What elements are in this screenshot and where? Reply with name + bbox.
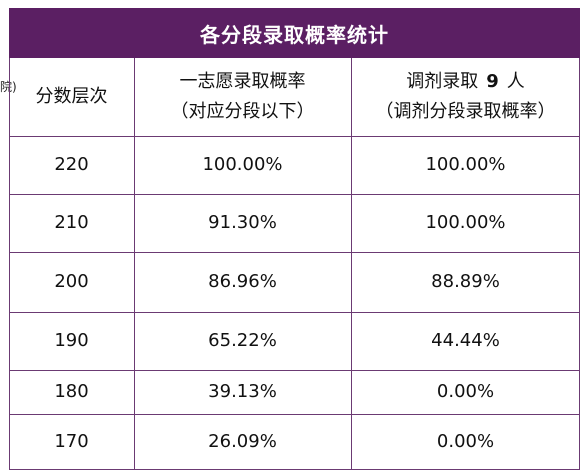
score-cell: 220	[54, 154, 89, 175]
grid-line-left	[9, 58, 10, 470]
adjustment-cell: 0.00%	[436, 381, 495, 402]
header-adjustment-prefix: 调剂录取	[406, 71, 479, 92]
adjusted-count: 9	[486, 71, 499, 92]
header-adjustment: 调剂录取 9 人 （调剂分段录取概率）	[351, 58, 580, 136]
table-row: 190 65.22% 44.44%	[9, 312, 580, 370]
score-cell: 200	[54, 271, 89, 292]
header-adjustment-suffix: 人	[506, 71, 525, 92]
table-row: 170 26.09% 0.00%	[9, 414, 580, 470]
cropped-side-text: 院)	[0, 78, 17, 95]
table-row: 180 39.13% 0.00%	[9, 370, 580, 414]
header-first-choice: 一志愿录取概率 （对应分段以下）	[134, 58, 351, 136]
first-choice-cell: 100.00%	[202, 154, 283, 175]
adjustment-cell: 0.00%	[436, 431, 495, 452]
first-choice-cell: 65.22%	[208, 330, 277, 351]
header-score-level: 分数层次	[35, 86, 108, 107]
adjustment-cell: 88.89%	[431, 271, 500, 292]
table-row: 200 86.96% 88.89%	[9, 252, 580, 312]
grid-line-row	[9, 252, 580, 253]
first-choice-cell: 86.96%	[208, 271, 277, 292]
adjustment-cell: 44.44%	[431, 330, 500, 351]
grid-line-row	[9, 136, 580, 137]
grid-line-col2	[351, 58, 352, 470]
adjustment-cell: 100.00%	[425, 154, 506, 175]
score-cell: 180	[54, 381, 89, 402]
table-title: 各分段录取概率统计	[9, 8, 580, 58]
grid-line-row	[9, 312, 580, 313]
grid-line-row	[9, 194, 580, 195]
grid-line-col1	[134, 58, 135, 470]
header-adjustment-note: （调剂分段录取概率）	[375, 101, 556, 122]
grid-line-right	[579, 58, 580, 470]
first-choice-cell: 39.13%	[208, 381, 277, 402]
first-choice-cell: 91.30%	[208, 212, 277, 233]
header-first-choice-note: （对应分段以下）	[170, 101, 315, 122]
table-header-row: 分数层次 一志愿录取概率 （对应分段以下） 调剂录取 9 人 （调剂分段录取概率）	[9, 58, 580, 136]
header-first-choice-title: 一志愿录取概率	[179, 71, 306, 92]
table-row: 220 100.00% 100.00%	[9, 136, 580, 194]
adjustment-cell: 100.00%	[425, 212, 506, 233]
grid-line-row	[9, 370, 580, 371]
score-cell: 210	[54, 212, 89, 233]
score-cell: 170	[54, 431, 89, 452]
grid-line-bottom	[9, 469, 580, 470]
header-adjustment-title: 调剂录取 9 人	[406, 67, 525, 97]
grid-line-row	[9, 414, 580, 415]
first-choice-cell: 26.09%	[208, 431, 277, 452]
score-cell: 190	[54, 330, 89, 351]
probability-table: 分数层次 一志愿录取概率 （对应分段以下） 调剂录取 9 人 （调剂分段录取概率） …	[9, 58, 580, 470]
table-row: 210 91.30% 100.00%	[9, 194, 580, 252]
